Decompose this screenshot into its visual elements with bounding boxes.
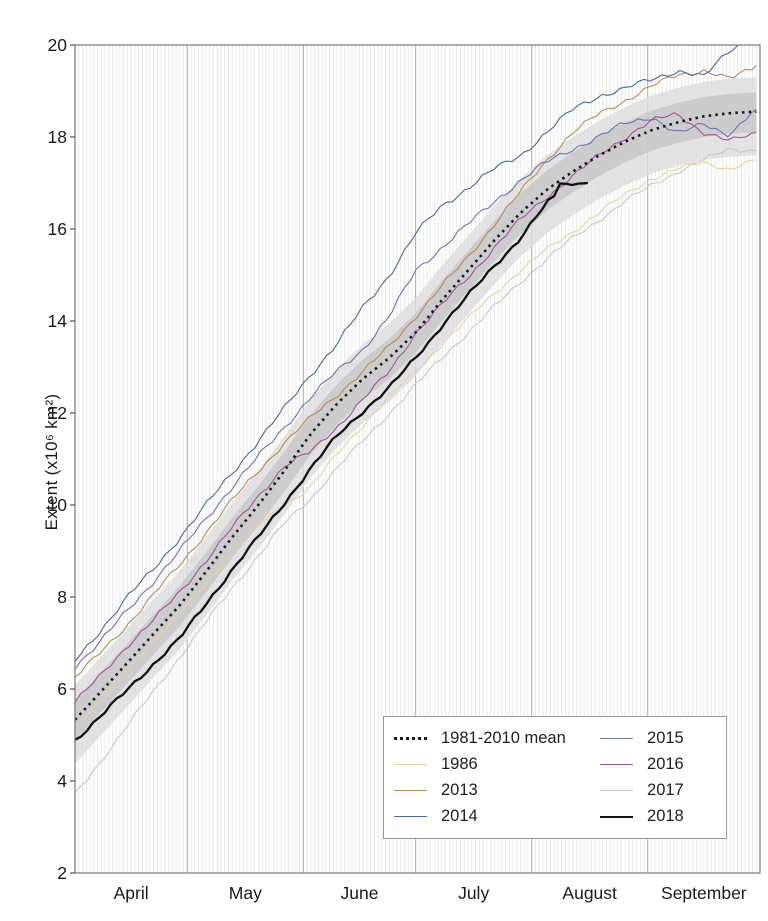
y-tick-label: 8 — [57, 587, 67, 607]
legend-label: 2018 — [647, 807, 684, 826]
legend-swatch-2016 — [600, 763, 634, 765]
month-label-may: May — [228, 883, 262, 903]
legend-swatch-2018 — [600, 815, 634, 818]
legend-item-1986: 1986 — [394, 751, 596, 777]
legend-item-2014: 2014 — [394, 804, 596, 830]
legend-label: 1981-2010 mean — [441, 728, 566, 747]
legend-item-2013: 2013 — [394, 778, 596, 804]
legend-item-2017: 2017 — [600, 778, 714, 804]
legend-item-2016: 2016 — [600, 751, 714, 777]
legend-item-2015: 2015 — [600, 725, 714, 751]
y-tick-label: 12 — [47, 403, 67, 423]
month-label-june: June — [340, 883, 379, 903]
legend-label: 2015 — [647, 728, 684, 747]
y-tick-label: 20 — [47, 35, 67, 55]
legend-swatch-mean — [394, 736, 427, 740]
legend-label: 2017 — [647, 781, 684, 800]
legend-swatch-1986 — [394, 763, 427, 765]
month-label-july: July — [458, 883, 490, 903]
legend-item-2018: 2018 — [600, 804, 714, 830]
month-label-april: April — [113, 883, 149, 903]
legend-swatch-2017 — [600, 790, 634, 792]
y-tick-label: 18 — [47, 127, 67, 147]
legend-swatch-2015 — [600, 737, 634, 739]
legend-label: 1986 — [441, 754, 478, 773]
month-label-september: September — [661, 883, 747, 903]
legend-label: 2013 — [441, 781, 478, 800]
chart-legend: 1981-2010 mean 1986 2013 2014 2015 2016 … — [383, 716, 727, 839]
y-tick-label: 14 — [47, 311, 67, 331]
y-tick-label: 10 — [47, 495, 67, 515]
legend-label: 2016 — [647, 754, 684, 773]
y-tick-label: 16 — [47, 219, 67, 239]
y-axis-title: Extent (x10⁶ km²) — [42, 393, 61, 531]
legend-swatch-2013 — [394, 790, 427, 792]
legend-item-mean: 1981-2010 mean — [394, 725, 596, 751]
month-label-august: August — [562, 883, 617, 903]
y-tick-label: 6 — [57, 679, 67, 699]
y-tick-label: 2 — [57, 863, 67, 883]
legend-swatch-2014 — [394, 816, 427, 818]
y-tick-label: 4 — [57, 771, 67, 791]
legend-label: 2014 — [441, 807, 478, 826]
